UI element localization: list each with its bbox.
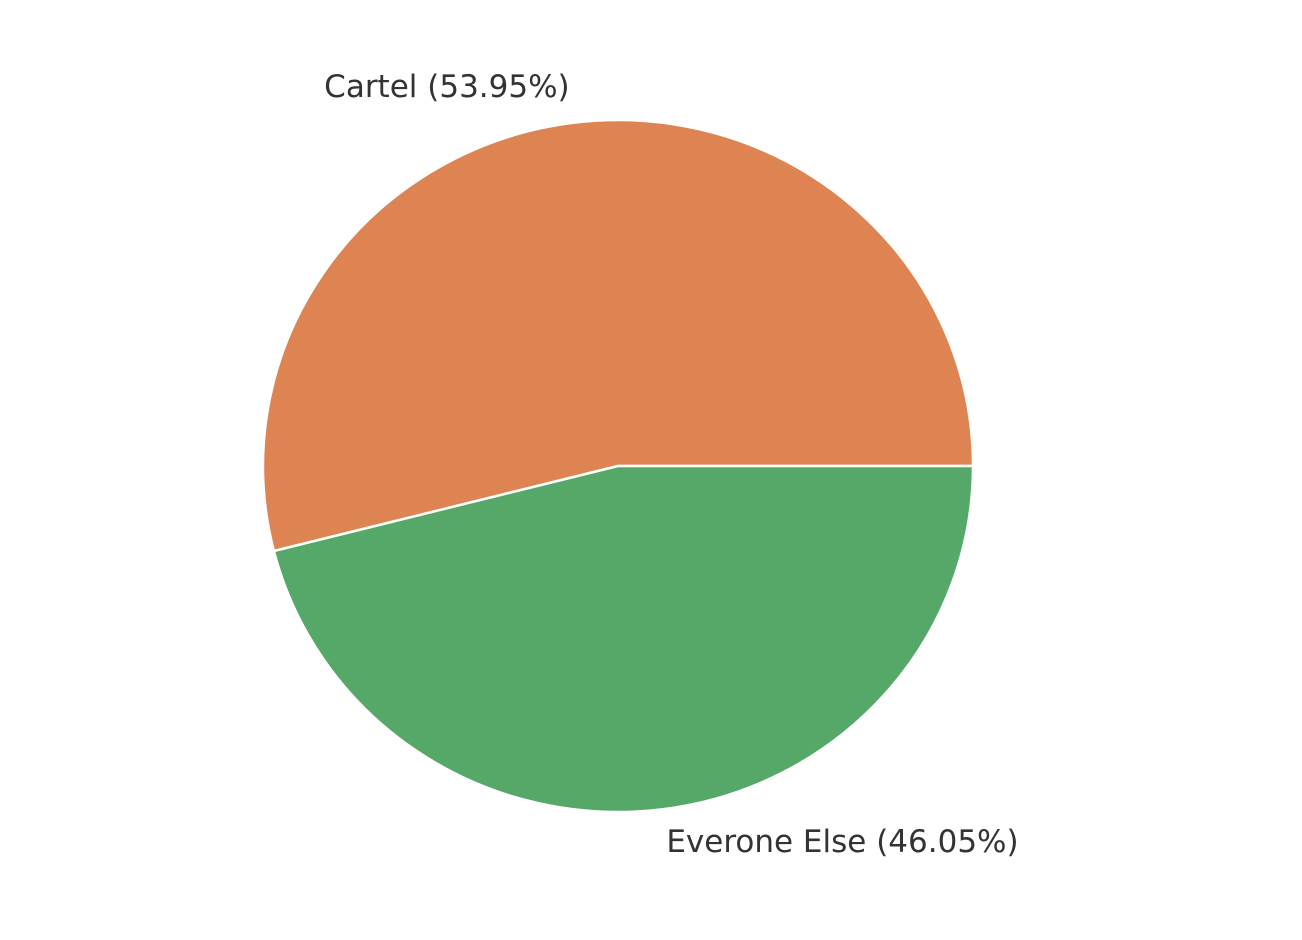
pie-slice [261,118,975,553]
pie-slice [272,464,975,814]
slice-label: Cartel (53.95%) [324,69,569,105]
slice-label: Everone Else (46.05%) [666,824,1018,860]
